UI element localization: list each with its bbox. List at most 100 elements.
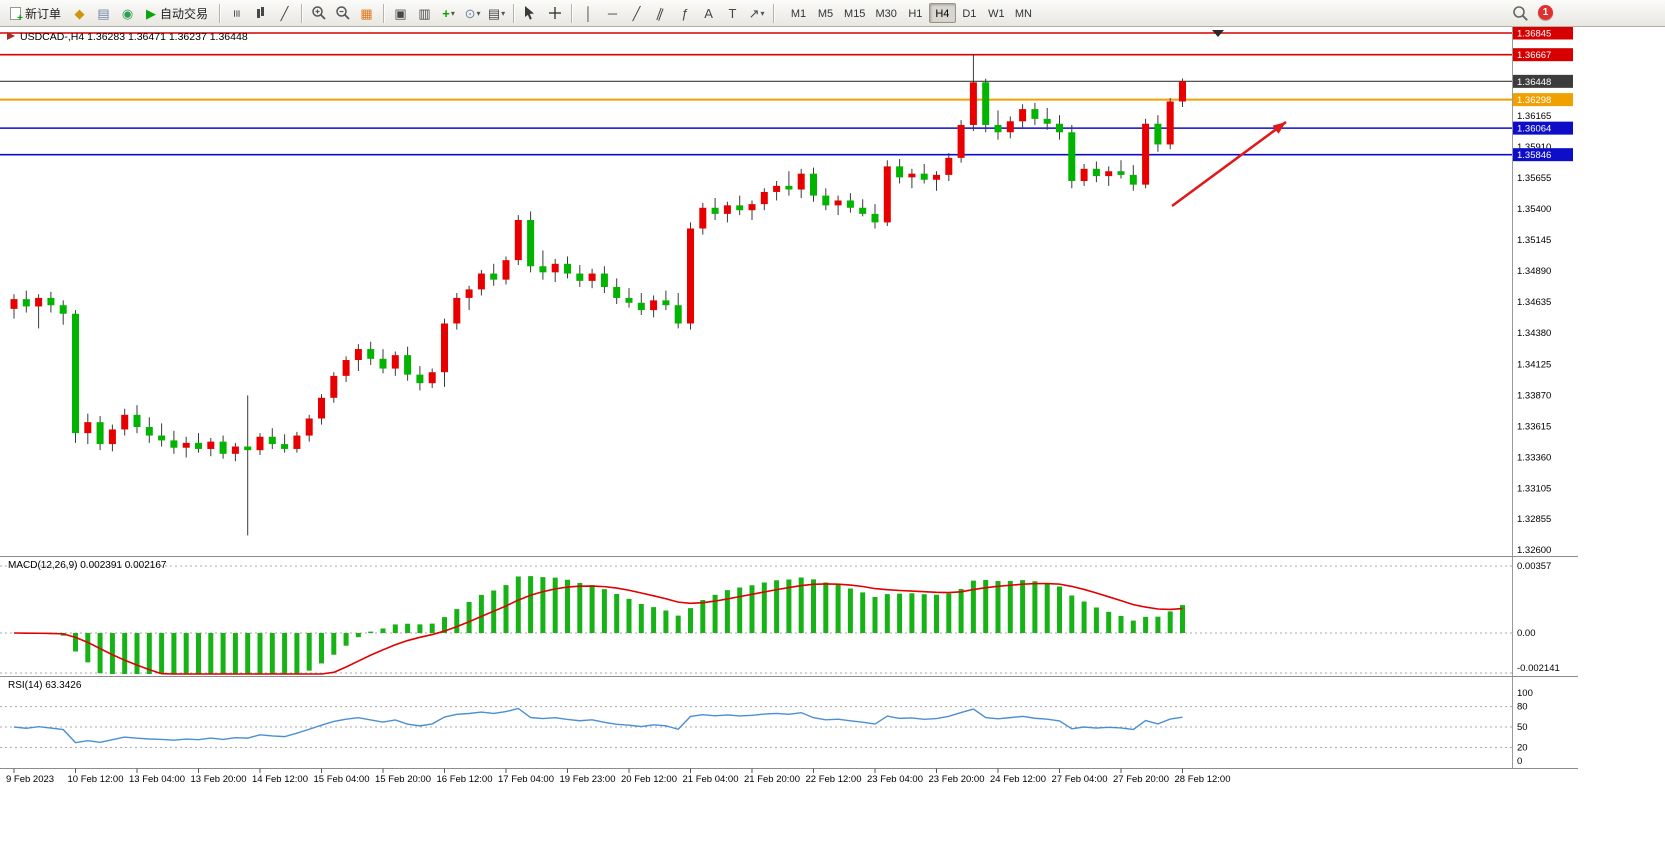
candle-body — [1080, 168, 1088, 181]
price-axis-label: 1.35145 — [1517, 235, 1551, 246]
chevron-down-icon: ▾ — [450, 8, 455, 18]
new-order-button[interactable]: 新订单 — [4, 2, 67, 24]
horizontal-line-tool-button[interactable]: ─ — [601, 2, 624, 24]
candle-body — [158, 435, 166, 441]
timeframe-button-w1[interactable]: W1 — [988, 8, 1005, 20]
price-axis-label: 1.34635 — [1517, 297, 1551, 308]
time-axis-label: 23 Feb 04:00 — [867, 774, 923, 785]
auto-trading-play-icon: ▶ — [146, 5, 157, 21]
time-axis-label: 20 Feb 12:00 — [621, 774, 677, 785]
price-badge — [1513, 48, 1573, 62]
candle-body — [465, 289, 473, 298]
zoom-in-button[interactable] — [307, 2, 330, 24]
candle-body — [477, 273, 485, 290]
tile-charts-button[interactable]: ▦ — [355, 2, 378, 24]
candle-body — [883, 166, 891, 223]
candle-body — [305, 418, 313, 436]
label-icon: T — [728, 5, 737, 21]
toolbar-separator — [301, 3, 303, 23]
channel-icon: ∥ — [654, 4, 667, 22]
cursor-icon — [524, 5, 534, 20]
candle-body — [699, 207, 707, 229]
macd-axis-label: 0.00 — [1517, 628, 1536, 639]
navigator-button[interactable]: ◉ — [116, 2, 139, 24]
search-button[interactable] — [1512, 5, 1529, 27]
candle-body — [625, 297, 633, 303]
candle-body — [1006, 121, 1014, 133]
candle-body — [859, 207, 867, 214]
candlestick-chart-button[interactable] — [249, 2, 272, 24]
crosshair-tool-button[interactable] — [543, 2, 566, 24]
line-chart-button[interactable]: ╱ — [273, 2, 296, 24]
chart-window[interactable]: 1.36165 1.35910 1.35655 1.35400 1.35145 1.348… — [0, 26, 1665, 842]
new-chart-button[interactable]: + ▾ — [437, 2, 460, 24]
channel-tool-button[interactable]: ∥ — [649, 2, 672, 24]
profiles-icon: ▣ — [394, 5, 407, 21]
arrow-objects-button[interactable]: ↗ ▾ — [745, 2, 768, 24]
trend-arrow-line[interactable] — [1171, 120, 1287, 208]
candle-body — [268, 436, 276, 445]
toolbar-separator — [383, 3, 385, 23]
new-order-icon — [10, 6, 23, 24]
candle-body — [1166, 101, 1174, 145]
candle-body — [1056, 123, 1063, 133]
text-icon: A — [704, 5, 713, 21]
timeframe-button-h4[interactable]: H4 — [928, 3, 956, 23]
candle-body — [367, 349, 375, 359]
time-axis-label: 19 Feb 23:00 — [560, 774, 616, 785]
templates-button[interactable]: ▤ ▾ — [485, 2, 508, 24]
candlestick-chart-icon — [255, 6, 267, 20]
price-badge-label: 1.36064 — [1517, 124, 1551, 135]
time-axis-label: 9 Feb 2023 — [6, 774, 54, 785]
price-axis-label: 1.33615 — [1517, 421, 1551, 432]
trend-arrow-head[interactable] — [1272, 122, 1286, 134]
fibonacci-tool-button[interactable]: ƒ — [673, 2, 696, 24]
timeframe-button-m1[interactable]: M1 — [790, 8, 807, 20]
time-axis-label: 17 Feb 04:00 — [498, 774, 554, 785]
candle-body — [1142, 123, 1150, 185]
text-tool-button[interactable]: A — [697, 2, 720, 24]
timeframe-button-h1[interactable]: H1 — [908, 8, 923, 20]
chart-shift-marker[interactable] — [1212, 30, 1224, 37]
window-tile-icon: ▥ — [418, 5, 431, 21]
price-chart-canvas[interactable]: 1.36165 1.35910 1.35655 1.35400 1.35145 1.348… — [0, 26, 1665, 842]
timeframe-button-m15[interactable]: M15 — [844, 8, 866, 20]
candle-body — [256, 436, 264, 451]
candle-body — [896, 166, 904, 178]
price-axis-label: 1.34380 — [1517, 328, 1551, 339]
chevron-down-icon: ▾ — [760, 8, 765, 18]
window-tile-button[interactable]: ▥ — [413, 2, 436, 24]
vertical-line-tool-button[interactable]: │ — [577, 2, 600, 24]
candle-body — [22, 299, 30, 307]
time-axis-label: 24 Feb 12:00 — [990, 774, 1046, 785]
candle-body — [576, 273, 584, 281]
cursor-tool-button[interactable] — [519, 2, 542, 24]
rsi-axis-label: 20 — [1517, 742, 1528, 753]
price-badge-label: 1.36298 — [1517, 95, 1551, 106]
trendline-tool-button[interactable]: ╱ — [625, 2, 648, 24]
chevron-down-icon: ▾ — [476, 8, 481, 18]
candle-body — [121, 414, 129, 430]
data-window-icon: ▤ — [97, 5, 110, 21]
data-window-button[interactable]: ▤ — [92, 2, 115, 24]
auto-trading-button[interactable]: ▶ 自动交易 — [140, 2, 214, 24]
timeframe-button-m30[interactable]: M30 — [875, 8, 897, 20]
market-watch-button[interactable]: ◆ — [68, 2, 91, 24]
period-dropdown-button[interactable]: ⊙ ▾ — [461, 2, 484, 24]
price-badge-label: 1.36845 — [1517, 29, 1551, 40]
candle-body — [231, 446, 239, 454]
timeframe-button-d1[interactable]: D1 — [962, 8, 977, 20]
time-axis-label: 28 Feb 12:00 — [1175, 774, 1231, 785]
label-tool-button[interactable]: T — [721, 2, 744, 24]
price-axis-label: 1.35400 — [1517, 204, 1551, 215]
price-axis-label: 1.33870 — [1517, 390, 1551, 401]
profiles-button[interactable]: ▣ — [389, 2, 412, 24]
candle-body — [1105, 171, 1113, 177]
candle-body — [47, 297, 55, 306]
zoom-out-button[interactable] — [331, 2, 354, 24]
timeframe-button-mn[interactable]: MN — [1014, 8, 1032, 20]
bar-chart-button[interactable]: ≡ — [225, 2, 248, 24]
candle-body — [1179, 81, 1186, 102]
notification-badge[interactable]: 1 — [1538, 5, 1553, 20]
timeframe-button-m5[interactable]: M5 — [817, 8, 834, 20]
